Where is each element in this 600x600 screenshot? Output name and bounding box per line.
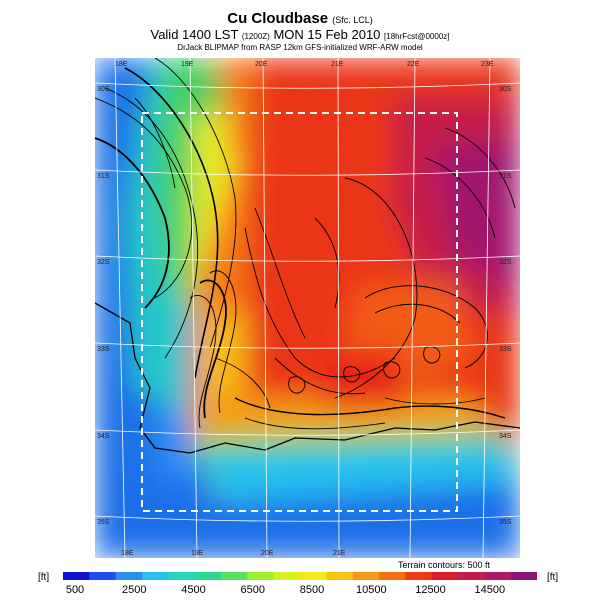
field-layer: [95, 58, 520, 558]
lat-label: 32S: [499, 259, 512, 266]
colorbar-unit-left: [ft]: [38, 572, 50, 583]
lat-labels-left: 30S 31S 32S 33S 34S 35S: [97, 86, 110, 526]
colorbar-swatch: [326, 572, 354, 580]
colorbar-label: 8500: [299, 584, 325, 596]
colorbar-swatch: [300, 572, 327, 580]
colorbar-swatch: [352, 572, 380, 580]
grid-lines: [95, 58, 520, 558]
colorbar-label: 6500: [240, 584, 266, 596]
lat-label: 35S: [499, 519, 512, 526]
colorbar-swatch: [379, 572, 406, 580]
colorbar-swatch: [115, 572, 143, 580]
colorbar-swatch: [168, 572, 196, 580]
lat-label: 32S: [97, 259, 110, 266]
cloudbase-map: 18E 19E 20E 21E 22E 23E 18E 19E 20E 21E …: [95, 58, 520, 558]
colorbar-labels: 500 2500 4500 6500 8500 10500 12500 14500: [63, 584, 537, 598]
lat-label: 35S: [97, 519, 110, 526]
lon-label: 20E: [255, 61, 268, 68]
colorbar-swatch: [142, 572, 169, 580]
coastline: [95, 302, 520, 454]
colorbar: [63, 572, 537, 580]
colorbar-swatch: [458, 572, 485, 580]
lat-label: 30S: [97, 86, 110, 93]
colorbar-label: 2500: [122, 584, 147, 596]
colorbar-swatch: [63, 572, 90, 580]
lon-label: 21E: [331, 61, 344, 68]
colorbar-label: 500: [65, 584, 85, 596]
colorbar-swatch: [221, 572, 248, 580]
colorbar-swatch: [247, 572, 275, 580]
chart-title: Cu Cloudbase (Sfc. LCL): [227, 10, 373, 27]
model-subtitle: DrJack BLIPMAP from RASP 12km GFS-initia…: [177, 43, 423, 52]
lon-label: 19E: [181, 61, 194, 68]
lon-label: 23E: [481, 61, 494, 68]
lon-label: 18E: [121, 550, 134, 557]
lon-labels-top: 18E 19E 20E 21E 22E 23E: [115, 61, 494, 68]
valid-time: Valid 1400 LST (1200Z) MON 15 Feb 2010 […: [150, 27, 450, 42]
lon-label: 18E: [115, 61, 128, 68]
colorbar-swatch: [484, 572, 512, 580]
colorbar-swatch: [89, 572, 117, 580]
colorbar-swatch: [405, 572, 433, 580]
colorbar-swatch: [273, 572, 301, 580]
lat-label: 34S: [97, 433, 110, 440]
colorbar-unit-right: [ft]: [547, 572, 559, 583]
colorbar-label: 12500: [415, 584, 446, 596]
analysis-domain-box: [141, 112, 458, 512]
lon-label: 22E: [407, 61, 420, 68]
colorbar-label: 14500: [474, 584, 506, 596]
lat-label: 31S: [499, 173, 512, 180]
lon-label: 21E: [333, 550, 346, 557]
lat-label: 30S: [499, 86, 512, 93]
terrain-contour-note: Terrain contours: 500 ft: [398, 560, 491, 570]
colorbar-swatch: [431, 572, 459, 580]
colorbar-label: 10500: [356, 584, 387, 596]
colorbar-swatch: [194, 572, 222, 580]
terrain-contours: [95, 58, 516, 430]
colorbar-swatch: [510, 572, 537, 580]
lat-label: 33S: [499, 346, 512, 353]
lat-label: 33S: [97, 346, 110, 353]
lon-label: 19E: [191, 550, 204, 557]
lon-labels-bottom: 18E 19E 20E 21E: [121, 550, 346, 557]
lat-label: 34S: [499, 433, 512, 440]
lat-label: 31S: [97, 173, 110, 180]
colorbar-label: 4500: [181, 584, 206, 596]
lon-label: 20E: [261, 550, 274, 557]
lat-labels-right: 30S 31S 32S 33S 34S 35S: [499, 86, 512, 526]
